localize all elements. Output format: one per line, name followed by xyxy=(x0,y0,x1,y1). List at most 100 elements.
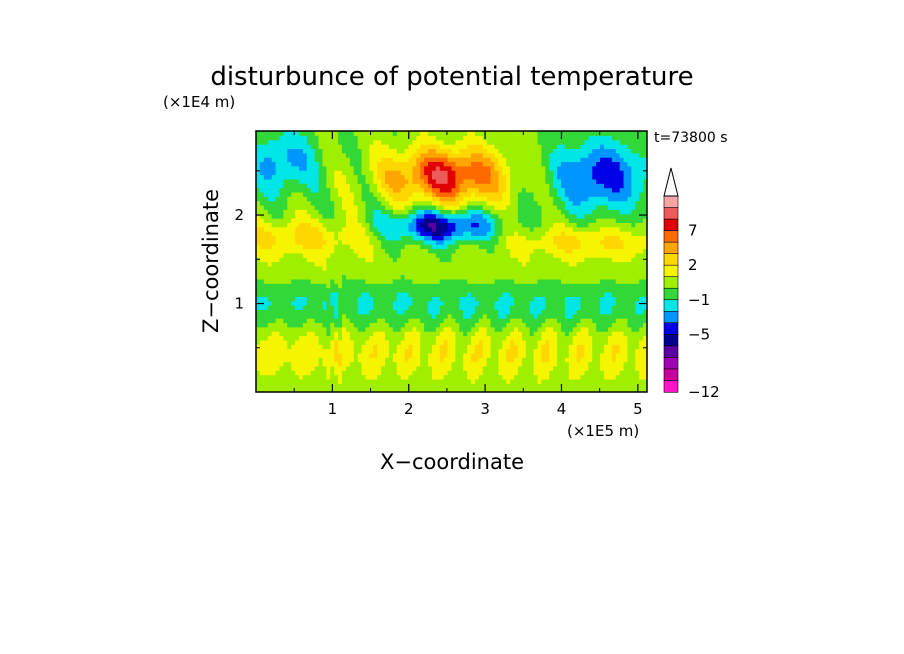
field-cell xyxy=(431,331,437,337)
field-cell xyxy=(467,231,472,236)
field-cell xyxy=(611,278,617,284)
field-cell xyxy=(572,261,578,267)
field-cell xyxy=(514,300,519,306)
field-cell xyxy=(295,187,300,193)
field-cell xyxy=(412,296,417,302)
field-cell xyxy=(381,248,386,254)
field-cell xyxy=(338,357,343,363)
field-cell xyxy=(299,270,304,276)
field-cell xyxy=(588,296,593,302)
field-cell xyxy=(338,209,343,215)
field-cell xyxy=(549,174,554,180)
field-cell xyxy=(369,365,374,371)
field-cell xyxy=(287,226,292,232)
field-cell xyxy=(353,204,359,210)
field-cell xyxy=(603,231,609,236)
field-cell xyxy=(631,204,636,210)
field-cell xyxy=(607,378,613,384)
field-cell xyxy=(607,383,613,389)
field-cell xyxy=(295,296,300,302)
field-cell xyxy=(334,361,339,367)
field-cell xyxy=(287,187,292,193)
field-cell xyxy=(498,296,503,302)
field-cell xyxy=(342,309,347,315)
field-cell xyxy=(482,257,488,263)
field-cell xyxy=(576,231,582,236)
field-cell xyxy=(588,326,593,332)
field-cell xyxy=(306,357,312,363)
field-cell xyxy=(369,318,374,323)
field-cell xyxy=(385,174,390,180)
field-cell xyxy=(365,291,370,297)
field-cell xyxy=(553,213,558,219)
field-cell xyxy=(322,339,327,345)
field-cell xyxy=(424,352,429,358)
field-cell xyxy=(537,218,543,223)
field-cell xyxy=(431,383,437,389)
field-cell xyxy=(619,218,625,223)
field-cell xyxy=(342,365,347,371)
field-cell xyxy=(299,309,304,315)
field-cell xyxy=(557,352,562,358)
field-cell xyxy=(498,344,503,350)
field-cell xyxy=(420,370,425,376)
field-cell xyxy=(611,261,617,267)
field-cell xyxy=(326,200,331,206)
field-cell xyxy=(291,313,296,319)
field-cell xyxy=(365,191,370,197)
field-cell xyxy=(588,200,593,206)
field-cell xyxy=(330,291,335,297)
field-cell xyxy=(408,326,413,332)
field-cell xyxy=(388,283,394,289)
field-cell xyxy=(580,365,586,371)
field-cell xyxy=(302,357,308,363)
field-cell xyxy=(334,365,339,371)
field-cell xyxy=(322,383,327,389)
field-cell xyxy=(596,322,601,328)
field-cell xyxy=(580,287,586,293)
field-cell xyxy=(412,374,417,380)
field-cell xyxy=(345,226,351,232)
field-cell xyxy=(494,261,500,267)
field-cell xyxy=(600,265,605,271)
field-cell xyxy=(388,339,394,345)
field-cell xyxy=(408,257,413,263)
field-cell xyxy=(498,361,503,367)
field-cell xyxy=(259,387,265,392)
field-cell xyxy=(463,339,468,345)
field-cell xyxy=(263,344,269,350)
field-cell xyxy=(486,270,492,276)
field-cell xyxy=(291,270,296,276)
field-cell xyxy=(533,222,539,228)
field-cell xyxy=(478,183,484,189)
field-cell xyxy=(396,174,402,180)
field-cell xyxy=(287,357,292,363)
field-cell xyxy=(564,344,570,350)
field-cell xyxy=(529,265,535,271)
field-cell xyxy=(373,374,378,380)
field-cell xyxy=(275,187,281,193)
field-cell xyxy=(541,235,546,241)
field-cell xyxy=(306,365,312,371)
field-cell xyxy=(263,209,269,215)
field-cell xyxy=(600,218,605,223)
field-cell xyxy=(521,313,527,319)
field-cell xyxy=(596,326,601,332)
field-cell xyxy=(404,283,410,289)
field-cell xyxy=(314,374,320,380)
field-cell xyxy=(267,235,273,241)
field-cell xyxy=(322,239,327,245)
field-cell xyxy=(287,339,292,345)
field-cell xyxy=(447,378,453,384)
field-cell xyxy=(353,296,359,302)
field-cell xyxy=(463,218,468,223)
field-cell xyxy=(537,326,543,332)
field-cell xyxy=(349,335,355,341)
field-cell xyxy=(361,365,367,371)
field-cell xyxy=(467,318,472,323)
field-cell xyxy=(420,191,425,197)
field-cell xyxy=(467,335,472,341)
field-cell xyxy=(607,257,613,263)
field-cell xyxy=(279,187,284,193)
field-cell xyxy=(353,313,359,319)
